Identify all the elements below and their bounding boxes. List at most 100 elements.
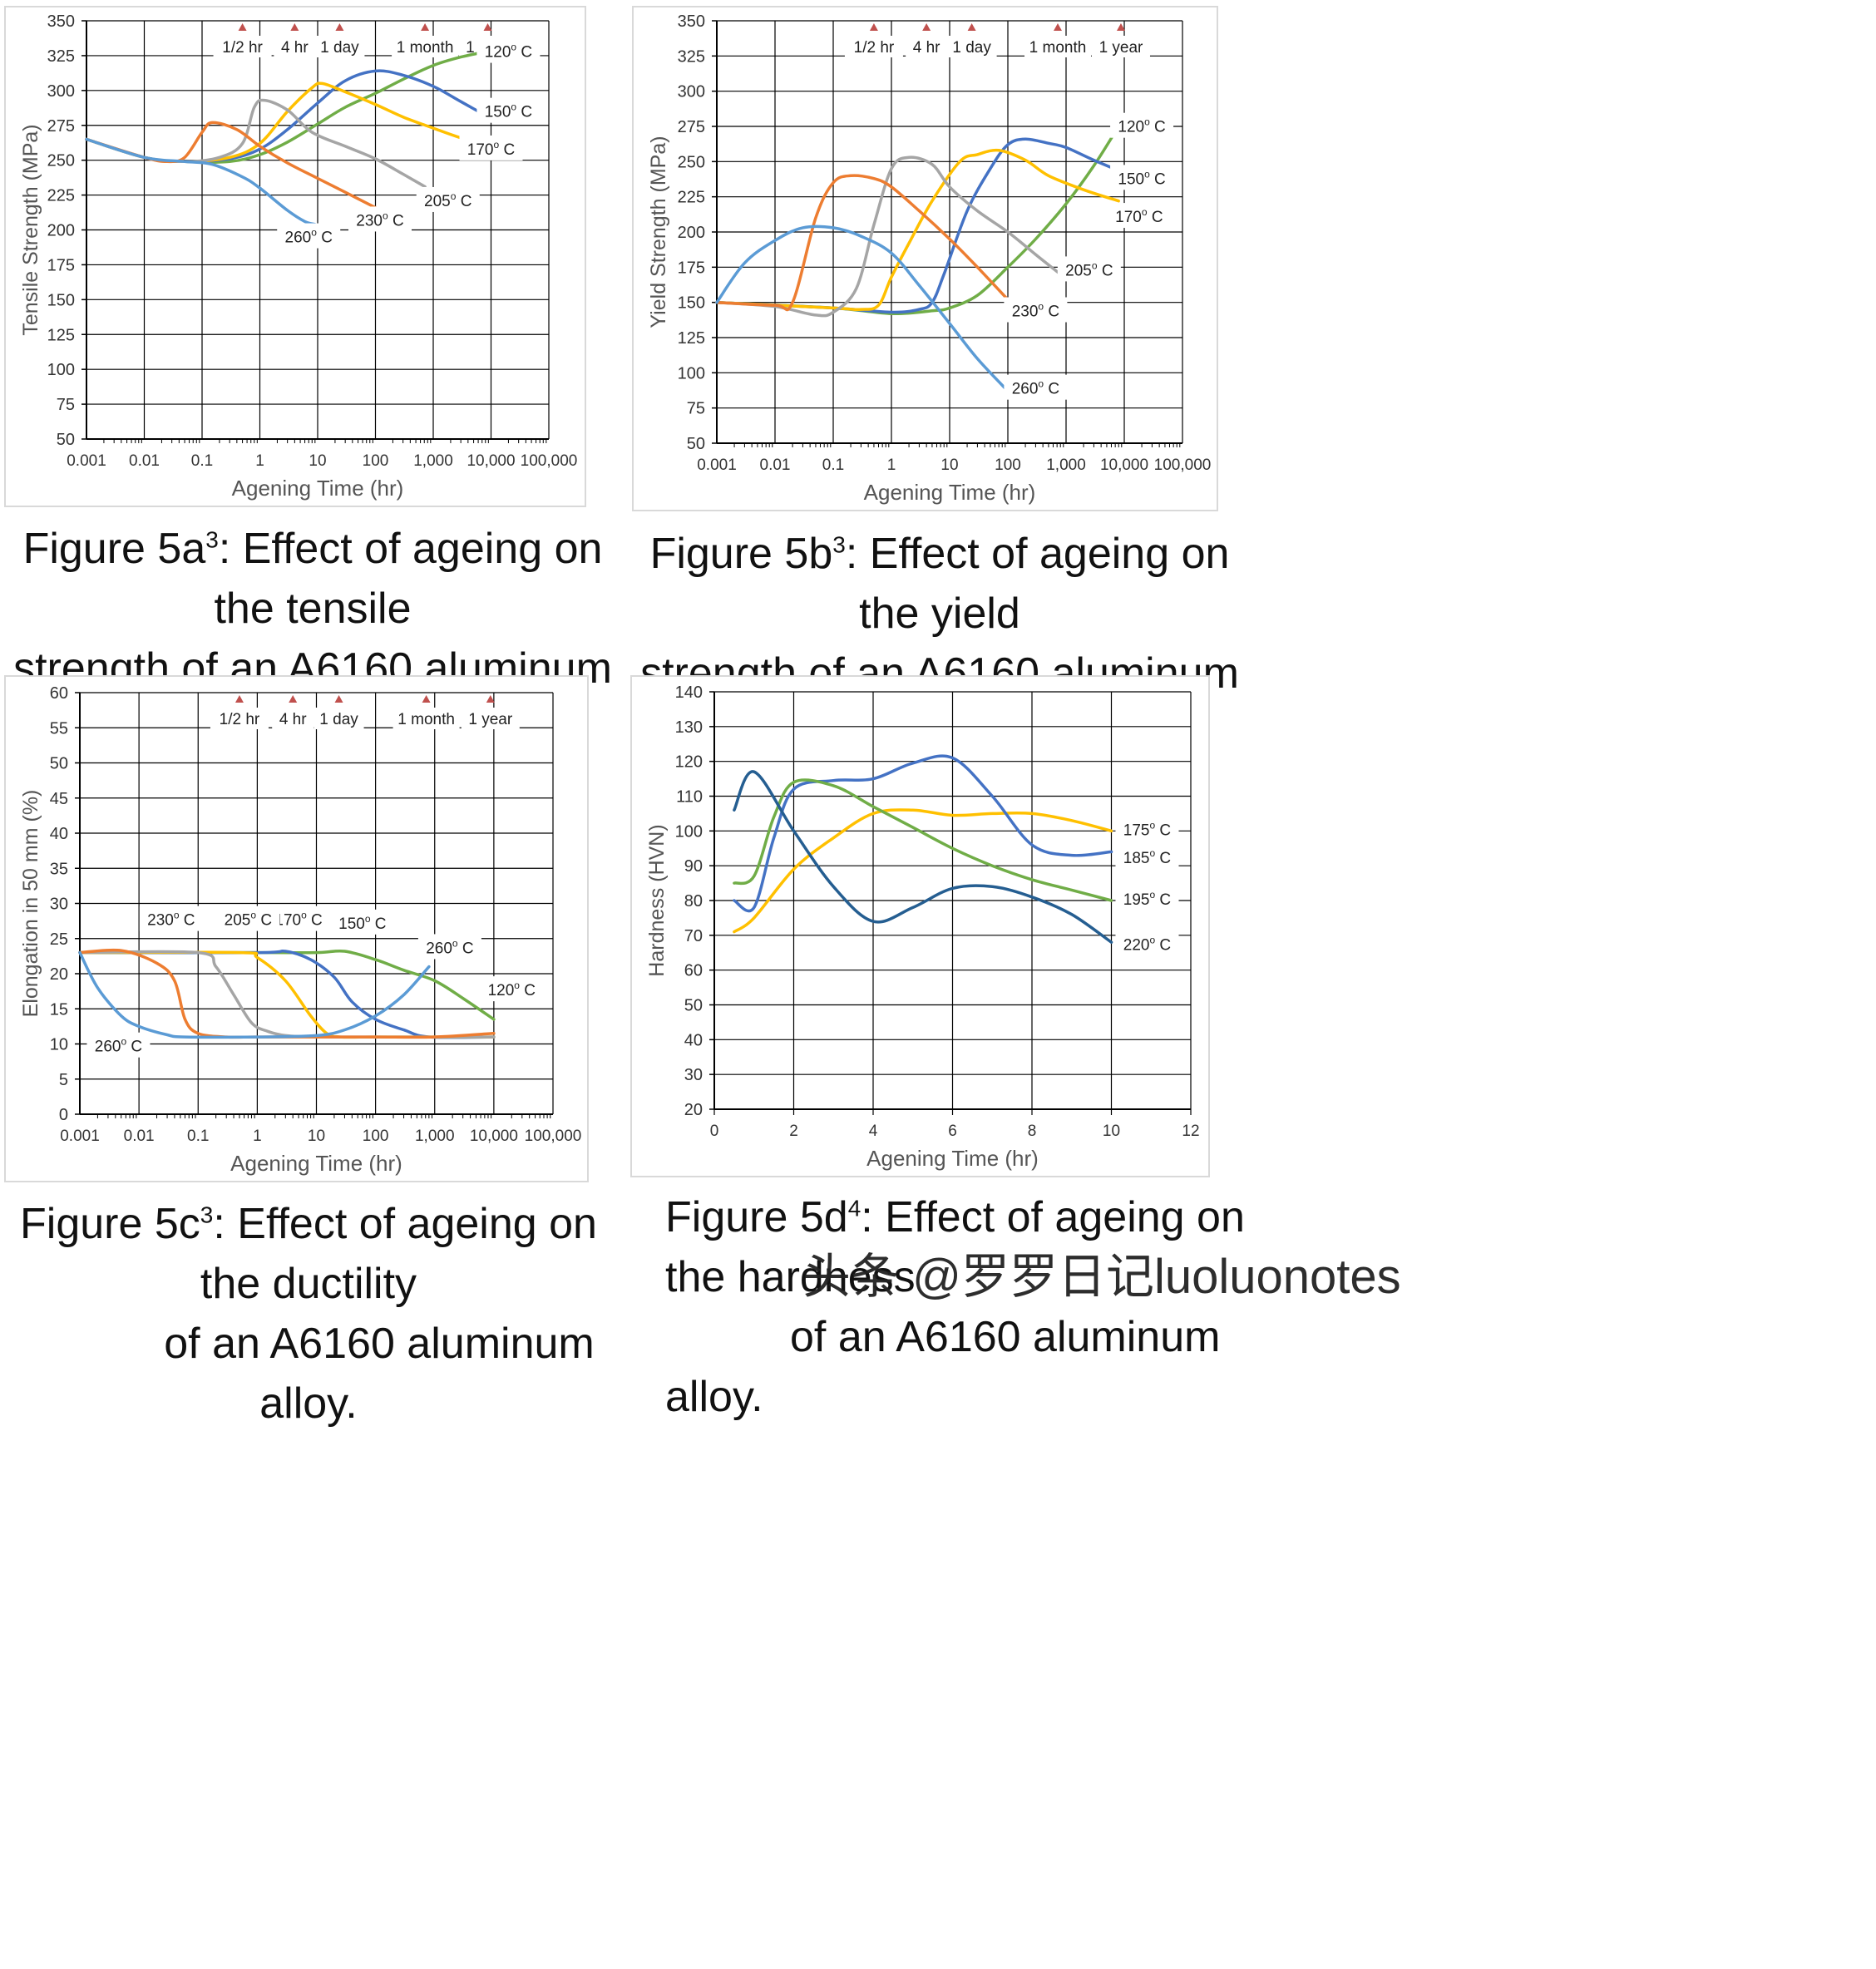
series-line-c205 <box>78 950 496 1039</box>
series-label-value: 120 <box>485 44 511 62</box>
y-axis-title: Hardness (HVN) <box>645 824 669 976</box>
series-label-bg <box>1057 256 1121 282</box>
y-tick-label: 35 <box>50 860 68 878</box>
series-label-degree: o <box>1038 301 1044 313</box>
series-label-degree: o <box>250 910 256 921</box>
y-tick-label: 50 <box>57 431 75 449</box>
time-marker-bg <box>274 36 316 57</box>
series-label: 205o C <box>424 190 471 210</box>
series-label: 175o C <box>1123 819 1171 839</box>
series-label: 150o C <box>485 101 532 121</box>
x-tick-label: 1 <box>253 1128 262 1145</box>
x-tick-label: 0.001 <box>697 456 737 474</box>
series-line-c150 <box>715 137 1126 314</box>
y-tick-label: 125 <box>678 329 705 348</box>
caption-5c-prefix: Figure 5c <box>20 1200 200 1248</box>
series-label: 185o C <box>1123 847 1171 867</box>
series-label-value: 230 <box>1012 303 1039 321</box>
series-label-bg <box>480 976 544 1002</box>
series-label-bg <box>1004 297 1068 323</box>
time-marker-icon <box>234 695 244 703</box>
x-axis-title: Agening Time (hr) <box>230 1151 402 1176</box>
time-marker-bg <box>272 708 314 729</box>
series-label-degree: o <box>514 980 520 991</box>
series-label-value: 260 <box>1012 381 1039 398</box>
y-tick-label: 275 <box>678 118 705 136</box>
series-label-degree: o <box>1149 819 1155 831</box>
y-tick-label: 250 <box>678 153 705 171</box>
y-tick-label: 80 <box>684 892 703 910</box>
y-axis-title: Yield Strength (MPa) <box>647 136 670 328</box>
series-label-unit: C <box>520 982 536 999</box>
series-label-degree: o <box>494 139 500 151</box>
y-tick-label: 30 <box>50 896 68 914</box>
caption-5d-line1: : Effect of ageing on the hardness <box>665 1193 1245 1301</box>
chart-panel-5d: 140 130 120 110 100 90 80 70 60 50 40 30 20 0 2 4 6 8 10 12… <box>630 675 1210 1177</box>
time-marker-icon <box>869 23 878 31</box>
y-tick-label: 175 <box>678 259 705 277</box>
series-label: 195o C <box>1123 889 1171 909</box>
series-line-c220 <box>733 770 1113 944</box>
series-label-unit: C <box>1150 170 1166 188</box>
time-marker-label: 4 hr <box>913 39 940 57</box>
time-marker-label: 1 day <box>320 39 359 57</box>
series-label: 260o C <box>426 937 473 957</box>
series-label-unit: C <box>371 915 387 933</box>
y-tick-label: 300 <box>47 82 75 101</box>
x-tick-label: 10,000 <box>1100 456 1148 474</box>
series-label-value: 205 <box>1065 262 1092 279</box>
series-label-degree: o <box>365 913 371 925</box>
time-marker-bg <box>1091 36 1150 57</box>
time-marker-icon <box>334 695 343 703</box>
series-label-bg <box>459 135 523 160</box>
time-marker-label: 1/2 hr <box>854 39 895 57</box>
y-tick-label: 325 <box>678 47 705 66</box>
y-tick-label: 325 <box>47 47 75 66</box>
y-tick-label: 20 <box>684 1101 703 1119</box>
y-tick-label: 0 <box>59 1106 68 1124</box>
y-tick-label: 200 <box>47 222 75 240</box>
series-label-unit: C <box>1098 262 1113 279</box>
x-tick-label: 12 <box>1182 1123 1199 1140</box>
series-label-value: 185 <box>1123 850 1150 867</box>
y-tick-label: 60 <box>684 962 703 980</box>
y-tick-label: 75 <box>57 396 75 414</box>
series-label: 230o C <box>356 210 403 229</box>
series-label-bg <box>348 206 412 232</box>
series-line-c120 <box>85 50 490 164</box>
series-label-unit: C <box>256 912 272 930</box>
time-marker-label: 1/2 hr <box>220 711 260 728</box>
x-axis-title: Agening Time (hr) <box>232 476 404 501</box>
chart-panel-5b: 350 325 300 275 250 225 200 175 150 125 100 75 50 0.0… <box>632 6 1218 511</box>
time-marker-bg <box>946 36 997 57</box>
time-marker-icon <box>238 23 247 31</box>
series-label: 205o C <box>225 910 272 930</box>
caption-5d: Figure 5d4: Effect of ageing on the hard… <box>665 1187 1247 1427</box>
x-tick-label: 100,000 <box>525 1128 582 1145</box>
x-tick-label: 1 <box>255 452 264 470</box>
series-label: 120o C <box>488 980 536 999</box>
series-label-degree: o <box>452 937 458 949</box>
caption-5d-line2: of an A6160 aluminum alloy. <box>665 1313 1221 1421</box>
time-marker-icon <box>483 23 492 31</box>
series-label-unit: C <box>499 141 515 159</box>
caption-5b-line1: : Effect of ageing on the yield <box>845 530 1230 638</box>
chart-5a: 350 325 300 275 250 225 200 175 150 125 100 75 50 0.0… <box>19 12 577 501</box>
series-label: 170o C <box>274 910 322 930</box>
time-marker-label: 1 day <box>319 711 358 728</box>
chart-5b: 350 325 300 275 250 225 200 175 150 125 100 75 50 0.0… <box>647 12 1211 505</box>
y-tick-label: 50 <box>687 435 705 453</box>
series-label-degree: o <box>383 210 388 221</box>
x-tick-label: 10,000 <box>467 452 515 470</box>
series-label-value: 150 <box>1118 170 1144 188</box>
series-line-c230 <box>78 948 496 1039</box>
time-marker-icon <box>335 23 344 31</box>
series-label-unit: C <box>516 44 532 62</box>
x-tick-label: 1 <box>887 456 896 474</box>
series-label: 150o C <box>338 913 386 933</box>
series-label-value: 150 <box>338 915 365 933</box>
time-marker-icon <box>922 23 931 31</box>
y-tick-label: 15 <box>50 1000 68 1019</box>
series-line-c260 <box>78 950 431 1039</box>
time-marker-bg <box>844 36 903 57</box>
